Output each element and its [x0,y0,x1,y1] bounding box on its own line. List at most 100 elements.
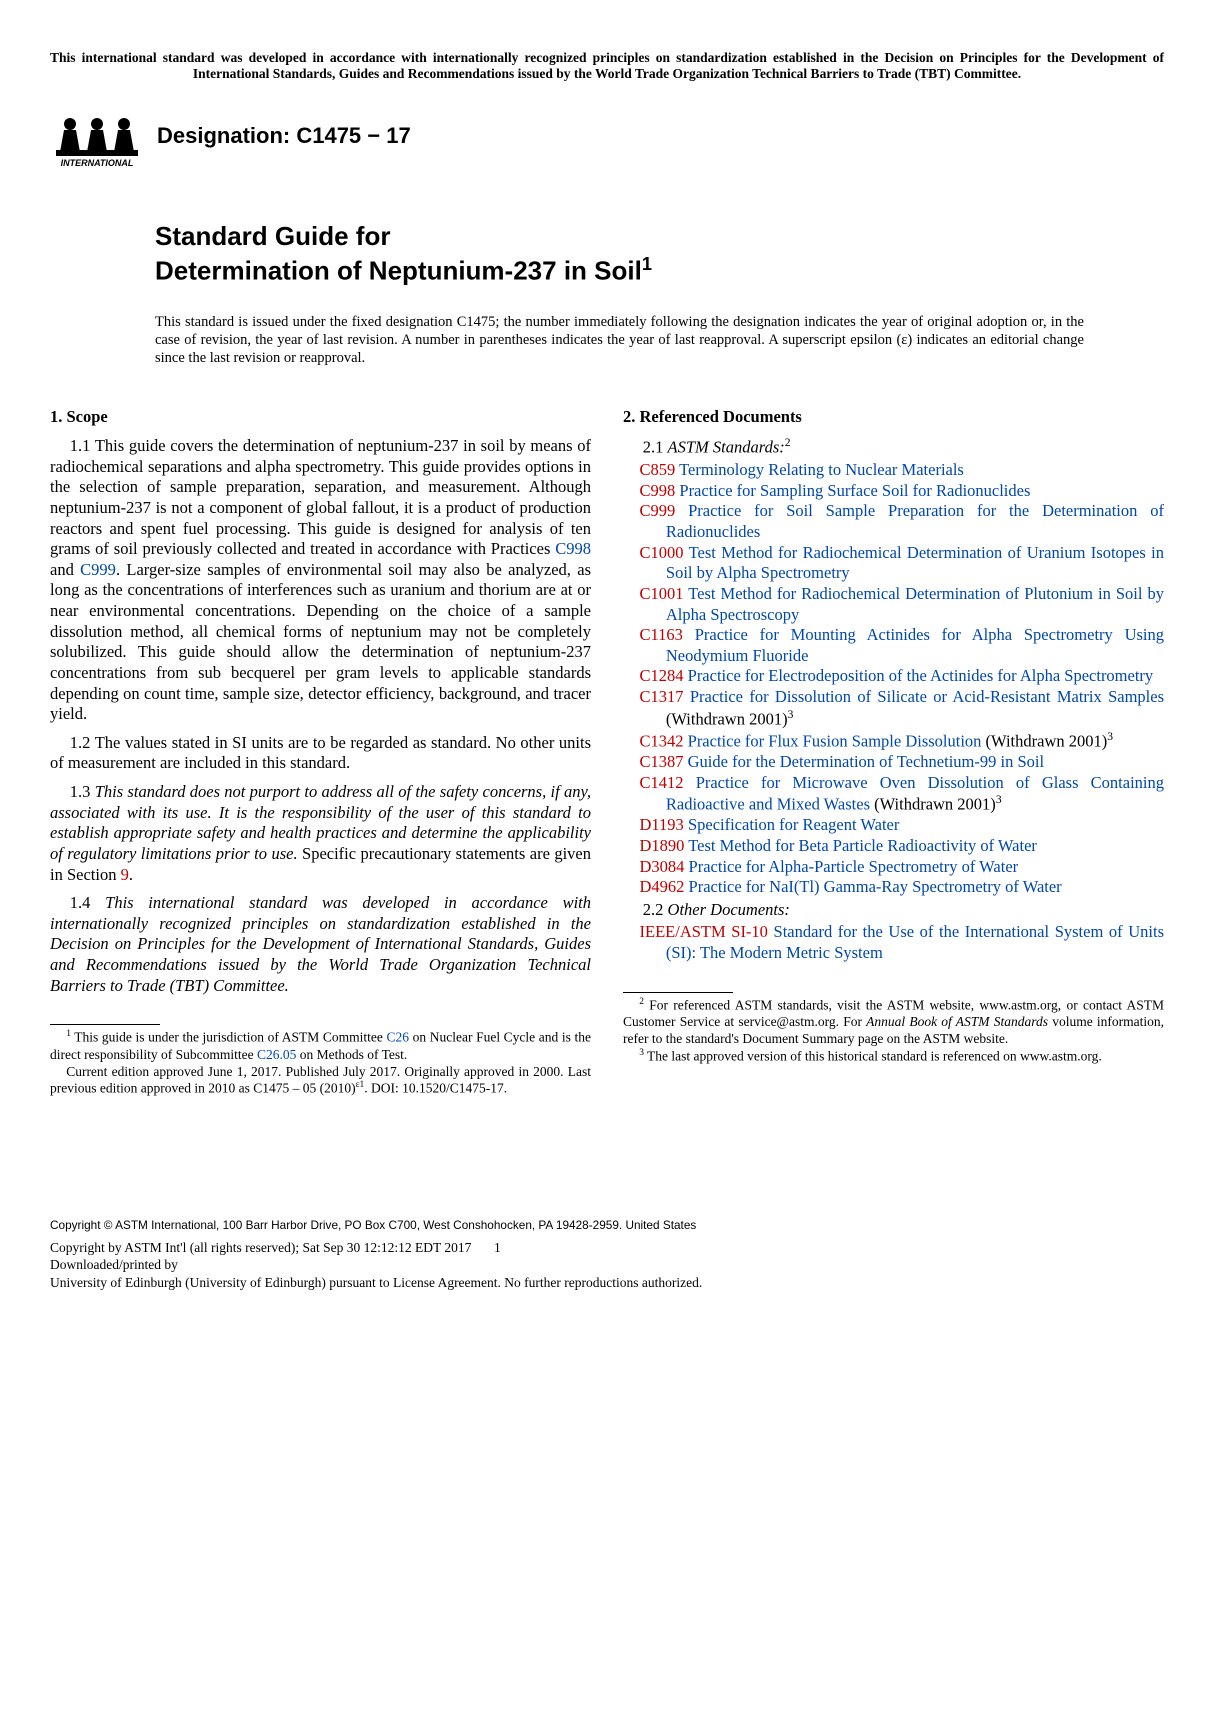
ref-code[interactable]: C859 [640,460,676,479]
svg-text:INTERNATIONAL: INTERNATIONAL [61,158,134,168]
two-column-body: 1. Scope 1.1 This guide covers the deter… [50,407,1164,1097]
ref-code-ieee[interactable]: IEEE/ASTM SI-10 [640,922,768,941]
ref-code[interactable]: C998 [640,481,676,500]
text-italic: Other Documents: [668,900,790,919]
header-row: INTERNATIONAL Designation: C1475 − 17 [50,100,1164,170]
ref-text[interactable]: Specification for Reagent Water [684,815,900,834]
ref-text[interactable]: Practice for Dissolution of Silicate or … [684,687,1164,706]
ref-text[interactable]: Practice for Sampling Surface Soil for R… [675,481,1030,500]
ref-line: C1001 Test Method for Radiochemical Dete… [623,584,1164,625]
text: 1.4 [70,893,105,912]
ref-code[interactable]: C1284 [640,666,684,685]
text: ε1 [356,1080,365,1090]
text-italic: This international standard was develope… [50,893,591,995]
ref-line: C998 Practice for Sampling Surface Soil … [623,481,1164,502]
text: 1.1 This guide covers the determination … [50,436,591,558]
text: 2 [785,437,791,449]
ref-text[interactable]: Test Method for Radiochemical Determinat… [666,543,1164,583]
ref-text[interactable]: Practice for Mounting Actinides for Alph… [666,625,1164,665]
text: . [129,865,133,884]
ref-code[interactable]: C1342 [640,731,684,750]
top-notice: This international standard was develope… [50,50,1164,82]
ref-c998[interactable]: C998 [555,539,591,558]
ref-text[interactable]: Practice for Electrodeposition of the Ac… [684,666,1154,685]
issue-note: This standard is issued under the fixed … [155,313,1084,367]
ref-text[interactable]: Test Method for Beta Particle Radioactiv… [684,836,1036,855]
ref-text[interactable]: Practice for Alpha-Particle Spectrometry… [684,857,1018,876]
text-italic: ASTM Standards: [668,438,785,457]
page-number: 1 [487,1239,507,1257]
ref-code[interactable]: C1412 [640,773,684,792]
title-footnote-sup: 1 [642,254,652,274]
ref-tail: (Withdrawn 2001) [870,795,996,814]
ref-line: C1284 Practice for Electrodeposition of … [623,666,1164,687]
ref-text[interactable]: Practice for Flux Fusion Sample Dissolut… [684,731,982,750]
bottom-line-3: University of Edinburgh (University of E… [50,1274,1164,1292]
ref-text[interactable]: Practice for NaI(Tl) Gamma-Ray Spectrome… [684,877,1061,896]
bottom-block: Copyright by ASTM Int'l (all rights rese… [50,1239,1164,1292]
refs-list: C859 Terminology Relating to Nuclear Mat… [623,460,1164,898]
ref-line: C999 Practice for Soil Sample Preparatio… [623,501,1164,542]
ref-code[interactable]: D4962 [640,877,685,896]
ref-code[interactable]: C1317 [640,687,684,706]
bottom-line-2: Downloaded/printed by [50,1256,1164,1274]
title-line1: Standard Guide for [155,220,1164,253]
title-text: Determination of Neptunium-237 in Soil [155,256,642,286]
title-block: Standard Guide for Determination of Nept… [155,220,1164,287]
text: on Methods of Test. [296,1047,407,1062]
ref-line: C1342 Practice for Flux Fusion Sample Di… [623,730,1164,752]
ref-line: C859 Terminology Relating to Nuclear Mat… [623,460,1164,481]
text: This guide is under the jurisdiction of … [71,1030,387,1045]
para-1-2: 1.2 The values stated in SI units are to… [50,733,591,774]
ref-c26-05[interactable]: C26.05 [257,1047,296,1062]
left-column: 1. Scope 1.1 This guide covers the deter… [50,407,591,1097]
footnote-3: 3 The last approved version of this hist… [623,1048,1164,1065]
astm-logo: INTERNATIONAL [50,100,145,170]
ref-text[interactable]: Practice for Soil Sample Preparation for… [666,501,1164,541]
footnotes-left: 1 This guide is under the jurisdiction o… [50,1029,591,1098]
text: 2.2 [643,900,668,919]
bottom-line-1: Copyright by ASTM Int'l (all rights rese… [50,1239,1164,1257]
para-1-3: 1.3 This standard does not purport to ad… [50,782,591,885]
ref-code[interactable]: C1387 [640,752,684,771]
ref-line: C1412 Practice for Microwave Oven Dissol… [623,773,1164,816]
sub-2-1: 2.1 ASTM Standards:2 [623,436,1164,458]
ref-code[interactable]: D3084 [640,857,685,876]
footnote-2: 2 For referenced ASTM standards, visit t… [623,997,1164,1048]
footnotes-right: 2 For referenced ASTM standards, visit t… [623,997,1164,1066]
ref-c26[interactable]: C26 [387,1030,410,1045]
ref-line: C1000 Test Method for Radiochemical Dete… [623,543,1164,584]
copyright-line: Copyright © ASTM International, 100 Barr… [50,1218,1164,1233]
ref-line: C1317 Practice for Dissolution of Silica… [623,687,1164,730]
ref-line: D4962 Practice for NaI(Tl) Gamma-Ray Spe… [623,877,1164,898]
ref-code[interactable]: C1163 [640,625,683,644]
text: . Larger-size samples of environmental s… [50,560,591,723]
ref-code[interactable]: D1890 [640,836,685,855]
ref-c999[interactable]: C999 [80,560,116,579]
footnote-rule-right [623,992,733,993]
ref-sup: 3 [996,794,1002,806]
text: 2.1 [643,438,668,457]
ref-sup: 3 [1107,731,1113,743]
ref-tail: (Withdrawn 2001) [981,731,1107,750]
para-1-1: 1.1 This guide covers the determination … [50,436,591,725]
para-1-4: 1.4 This international standard was deve… [50,893,591,996]
designation: Designation: C1475 − 17 [157,122,411,150]
ref-text[interactable]: Guide for the Determination of Technetiu… [684,752,1045,771]
footnote-1b: Current edition approved June 1, 2017. P… [50,1064,591,1098]
ref-tail: (Withdrawn 2001) [666,709,788,728]
ref-code[interactable]: C1000 [640,543,684,562]
ref-text[interactable]: Test Method for Radiochemical Determinat… [666,584,1164,624]
refdoc-heading: 2. Referenced Documents [623,407,1164,428]
ref-text[interactable]: Terminology Relating to Nuclear Material… [675,460,964,479]
ref-line: C1387 Guide for the Determination of Tec… [623,752,1164,773]
section-9-ref[interactable]: 9 [121,865,129,884]
footnote-rule [50,1024,160,1025]
right-column: 2. Referenced Documents 2.1 ASTM Standar… [623,407,1164,1097]
ref-code[interactable]: C999 [640,501,676,520]
ref-code[interactable]: C1001 [640,584,684,603]
ref-code[interactable]: D1193 [640,815,684,834]
sub-2-2: 2.2 Other Documents: [623,900,1164,921]
ref-line: D3084 Practice for Alpha-Particle Spectr… [623,857,1164,878]
title-line2: Determination of Neptunium-237 in Soil1 [155,253,1164,287]
